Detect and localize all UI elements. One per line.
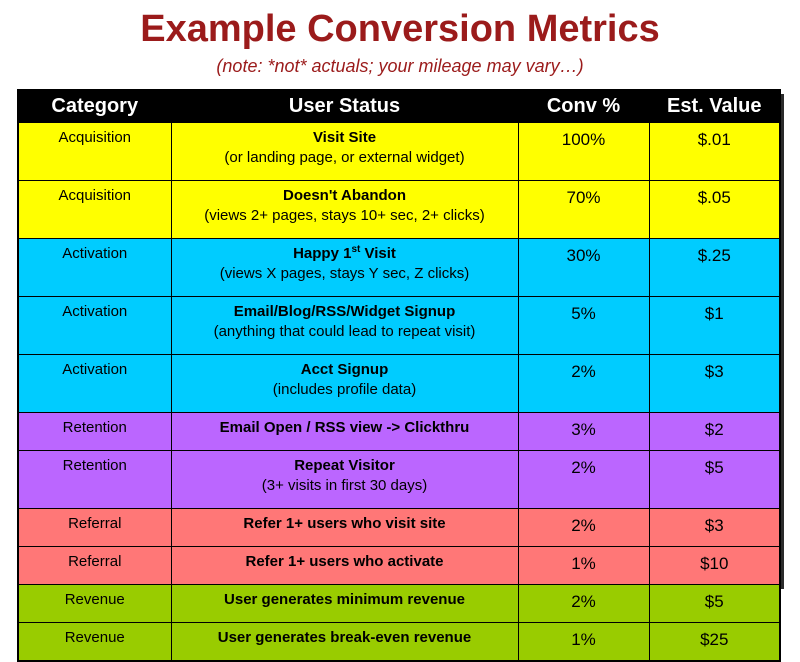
conv-cell: 1% [517,622,650,662]
status-cell: Acct Signup (includes profile data) [170,354,519,413]
table-row: Acquisition Doesn't Abandon (views 2+ pa… [17,180,781,239]
status-label: Refer 1+ users who activate [245,553,444,570]
value-cell: $.01 [648,122,781,181]
conv-cell: 5% [517,296,650,355]
status-label: Refer 1+ users who visit site [243,515,446,532]
status-cell: Email/Blog/RSS/Widget Signup (anything t… [170,296,519,355]
status-cell: User generates break-even revenue [170,622,519,662]
conv-cell: 2% [517,354,650,413]
conv-cell: 2% [517,584,650,623]
page-subtitle: (note: *not* actuals; your mileage may v… [216,56,584,76]
status-cell: Email Open / RSS view -> Clickthru [170,412,519,451]
table-row: Referral Refer 1+ users who visit site 2… [17,508,781,547]
table-row: Referral Refer 1+ users who activate 1% … [17,546,781,585]
header-category: Category [17,89,172,123]
status-label-pre: Happy 1 [293,245,352,262]
conv-cell: 1% [517,546,650,585]
conv-cell: 100% [517,122,650,181]
status-label-sup: st [351,244,361,255]
value-cell: $25 [648,622,781,662]
category-cell: Acquisition [17,122,172,181]
category-cell: Referral [17,546,172,585]
status-label: Repeat Visitor [294,457,395,474]
conversion-metrics-table: Category User Status Conv % Est. Value A… [17,89,781,662]
status-label: User generates minimum revenue [224,591,465,608]
value-cell: $.05 [648,180,781,239]
category-cell: Revenue [17,584,172,623]
table-row: Retention Repeat Visitor (3+ visits in f… [17,450,781,509]
header-row: Category User Status Conv % Est. Value [17,89,781,123]
conv-cell: 70% [517,180,650,239]
status-cell: Doesn't Abandon (views 2+ pages, stays 1… [170,180,519,239]
value-cell: $.25 [648,238,781,297]
category-cell: Activation [17,296,172,355]
status-detail: (3+ visits in first 30 days) [261,477,428,494]
value-cell: $5 [648,584,781,623]
status-label: User generates break-even revenue [217,629,472,646]
category-cell: Revenue [17,622,172,662]
status-label: Email/Blog/RSS/Widget Signup [233,303,456,320]
status-cell: Refer 1+ users who activate [170,546,519,585]
status-label: Happy 1st Visit [172,239,518,263]
conv-cell: 2% [517,508,650,547]
header-est-value: Est. Value [648,89,781,123]
category-cell: Retention [17,412,172,451]
header-conv-percent: Conv % [517,89,650,123]
status-cell: User generates minimum revenue [170,584,519,623]
page-title: Example Conversion Metrics [140,8,660,50]
conv-cell: 30% [517,238,650,297]
status-detail: (views 2+ pages, stays 10+ sec, 2+ click… [204,207,485,224]
table-row: Activation Email/Blog/RSS/Widget Signup … [17,296,781,355]
category-cell: Retention [17,450,172,509]
value-cell: $3 [648,354,781,413]
status-label: Email Open / RSS view -> Clickthru [219,419,470,436]
status-cell: Visit Site (or landing page, or external… [170,122,519,181]
value-cell: $3 [648,508,781,547]
table-row: Retention Email Open / RSS view -> Click… [17,412,781,451]
status-label: Acct Signup [300,361,389,378]
table-row: Revenue User generates break-even revenu… [17,622,781,662]
value-cell: $10 [648,546,781,585]
conv-cell: 2% [517,450,650,509]
header-user-status: User Status [170,89,519,123]
status-cell: Repeat Visitor (3+ visits in first 30 da… [170,450,519,509]
category-cell: Acquisition [17,180,172,239]
table-row: Activation Happy 1st Visit (views X page… [17,238,781,297]
status-label: Doesn't Abandon [282,187,406,204]
category-cell: Activation [17,238,172,297]
status-detail: (includes profile data) [272,381,417,398]
table-row: Acquisition Visit Site (or landing page,… [17,122,781,181]
value-cell: $1 [648,296,781,355]
status-detail: (views X pages, stays Y sec, Z clicks) [219,265,470,282]
value-cell: $5 [648,450,781,509]
status-label-post: Visit [360,245,396,262]
table-row: Activation Acct Signup (includes profile… [17,354,781,413]
table-row: Revenue User generates minimum revenue 2… [17,584,781,623]
status-label: Visit Site [312,129,377,146]
status-detail: (or landing page, or external widget) [224,149,465,166]
conv-cell: 3% [517,412,650,451]
category-cell: Activation [17,354,172,413]
category-cell: Referral [17,508,172,547]
status-cell: Refer 1+ users who visit site [170,508,519,547]
status-cell: Happy 1st Visit (views X pages, stays Y … [170,238,519,297]
value-cell: $2 [648,412,781,451]
status-detail: (anything that could lead to repeat visi… [213,323,476,340]
